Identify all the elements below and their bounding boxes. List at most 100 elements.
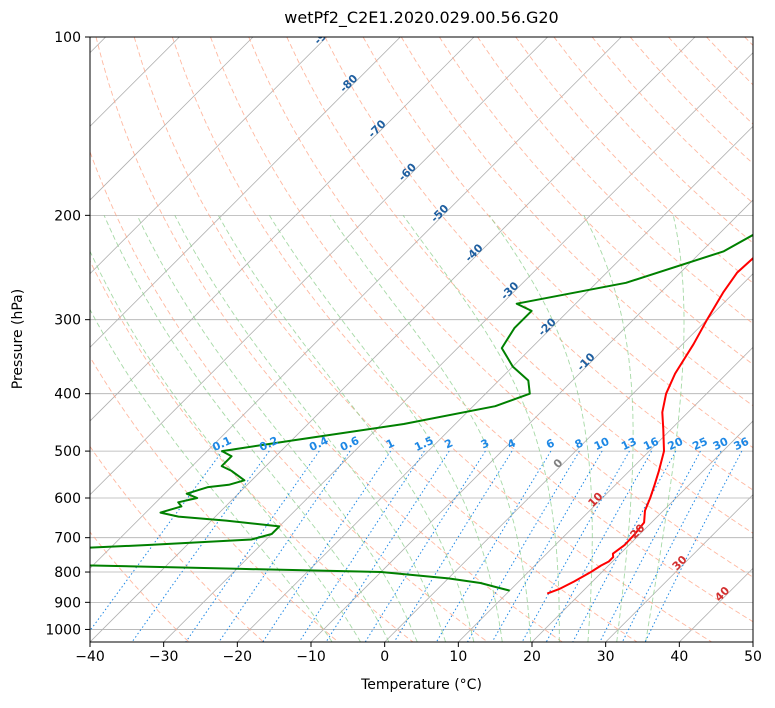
- y-tick-label: 100: [54, 30, 81, 46]
- isotherm-line: [90, 37, 622, 569]
- mixing-ratio-line: [545, 450, 653, 642]
- isotherm-label: -30: [498, 279, 521, 302]
- x-tick-label: 40: [670, 649, 688, 665]
- dry-adiabat-line: [90, 531, 190, 642]
- y-tick-label: 400: [54, 387, 81, 403]
- mixing-ratio-line: [262, 450, 392, 642]
- mixing-ratio-label: 16: [641, 435, 661, 453]
- dry-adiabat-line: [706, 37, 753, 86]
- x-tick-label: −30: [149, 649, 179, 665]
- y-tick-label: 300: [54, 313, 81, 329]
- isotherm-label: -90: [311, 24, 334, 47]
- isotherm-line: [531, 420, 753, 642]
- dry-adiabat-line: [210, 37, 753, 623]
- dry-adiabat-line: [90, 259, 414, 642]
- moist-adiabat-line: [645, 215, 685, 642]
- moist-adiabat-line: [488, 215, 593, 642]
- dry-adiabat-line: [286, 37, 753, 534]
- background-lines: [90, 37, 753, 642]
- isotherm-line: [752, 641, 753, 642]
- mixing-ratio-line: [325, 450, 450, 642]
- y-tick-label: 500: [54, 444, 81, 460]
- isotherm-label: -50: [428, 202, 451, 225]
- isotherm-line: [90, 37, 475, 422]
- dry-adiabat-line: [90, 356, 339, 642]
- mixing-ratio-label: 13: [619, 435, 638, 453]
- mixing-ratio-line: [572, 450, 677, 642]
- sounding-traces: [90, 233, 753, 595]
- isotherm-line: [163, 52, 753, 642]
- mixing-ratio-line: [521, 450, 630, 642]
- isotherm-label: -80: [337, 72, 360, 95]
- mixing-ratio-line: [185, 450, 320, 642]
- y-tick-label: 900: [54, 595, 81, 611]
- isotherm-line: [458, 346, 753, 642]
- mixing-ratio-label: 4: [505, 436, 518, 451]
- moist-adiabat-line: [90, 250, 361, 642]
- x-tick-label: −10: [296, 649, 326, 665]
- mixing-ratio-label: 1: [384, 436, 396, 451]
- moist-adiabat-line: [269, 215, 503, 642]
- mixing-ratio-label: 20: [666, 435, 686, 453]
- axes: −40 −30 −20 −10 0 10 20 30 40 50 100 200 300 400 500 60…: [45, 30, 762, 665]
- mixing-ratio-line: [298, 450, 425, 642]
- dry-adiabat-line: [90, 445, 264, 642]
- mixing-ratio-line: [599, 450, 701, 642]
- mixing-ratio-line: [491, 450, 603, 642]
- isotherm-label: -70: [365, 117, 388, 140]
- mixing-ratio-label: 6: [544, 436, 557, 451]
- moist-adiabat-line: [583, 215, 634, 642]
- x-tick-label: 0: [380, 649, 389, 665]
- dry-adiabat-line: [553, 37, 753, 244]
- moist-adiabat-line: [402, 215, 560, 642]
- moist-adiabat-line: [103, 215, 390, 642]
- dry-adiabat-line: [95, 37, 563, 642]
- isotherm-line: [679, 567, 753, 642]
- mixing-ratio-label: 36: [732, 435, 752, 453]
- dry-adiabat-line: [744, 37, 753, 47]
- dry-adiabat-line: [90, 150, 488, 642]
- dry-adiabat-line: [668, 37, 753, 125]
- isotherm-line: [90, 37, 548, 496]
- plot-frame: [89, 36, 754, 643]
- dry-adiabat-line: [324, 37, 753, 491]
- y-tick-label: 1000: [45, 622, 81, 638]
- mixing-ratio-label: 30: [711, 435, 731, 453]
- isotherm-label: -40: [462, 241, 485, 264]
- x-tick-label: 10: [449, 649, 467, 665]
- y-axis-label: Pressure (hPa): [10, 288, 26, 390]
- isotherm-line: [90, 37, 696, 642]
- mixing-ratio-line: [621, 450, 722, 642]
- isotherm-line: [237, 125, 753, 642]
- isotherm-line: [90, 37, 254, 201]
- isotherm-line: [384, 273, 753, 642]
- mixing-ratio-label: 3: [479, 436, 491, 451]
- isotherm-line: [90, 37, 401, 348]
- temperature-trace: [546, 256, 753, 595]
- y-tick-label: 600: [54, 491, 81, 507]
- mixing-ratio-line: [393, 450, 513, 642]
- isotherm-label: 30: [670, 553, 690, 573]
- x-tick-label: 20: [523, 649, 541, 665]
- dry-adiabat-line: [400, 37, 753, 407]
- x-tick-label: −40: [75, 649, 105, 665]
- mixing-ratio-line: [644, 450, 743, 642]
- y-tick-label: 700: [54, 531, 81, 547]
- mixing-ratio-line: [467, 450, 580, 642]
- dry-adiabat-line: [171, 37, 712, 642]
- dry-adiabat-line: [477, 37, 753, 325]
- mixing-ratio-line: [90, 450, 223, 632]
- isotherm-label: 10: [586, 490, 606, 510]
- dewpoint-trace: [90, 233, 753, 592]
- moist-adiabat-line: [136, 215, 418, 642]
- dry-adiabat-line: [439, 37, 753, 365]
- mixing-ratio-line: [131, 450, 270, 642]
- dry-adiabat-line: [515, 37, 753, 284]
- y-tick-label: 200: [54, 208, 81, 224]
- isotherm-label: -60: [396, 160, 419, 183]
- isotherm-line: [90, 37, 327, 275]
- y-tick-label: 800: [54, 565, 81, 581]
- dry-adiabat-line: [133, 37, 638, 642]
- moist-adiabat-line: [174, 215, 447, 642]
